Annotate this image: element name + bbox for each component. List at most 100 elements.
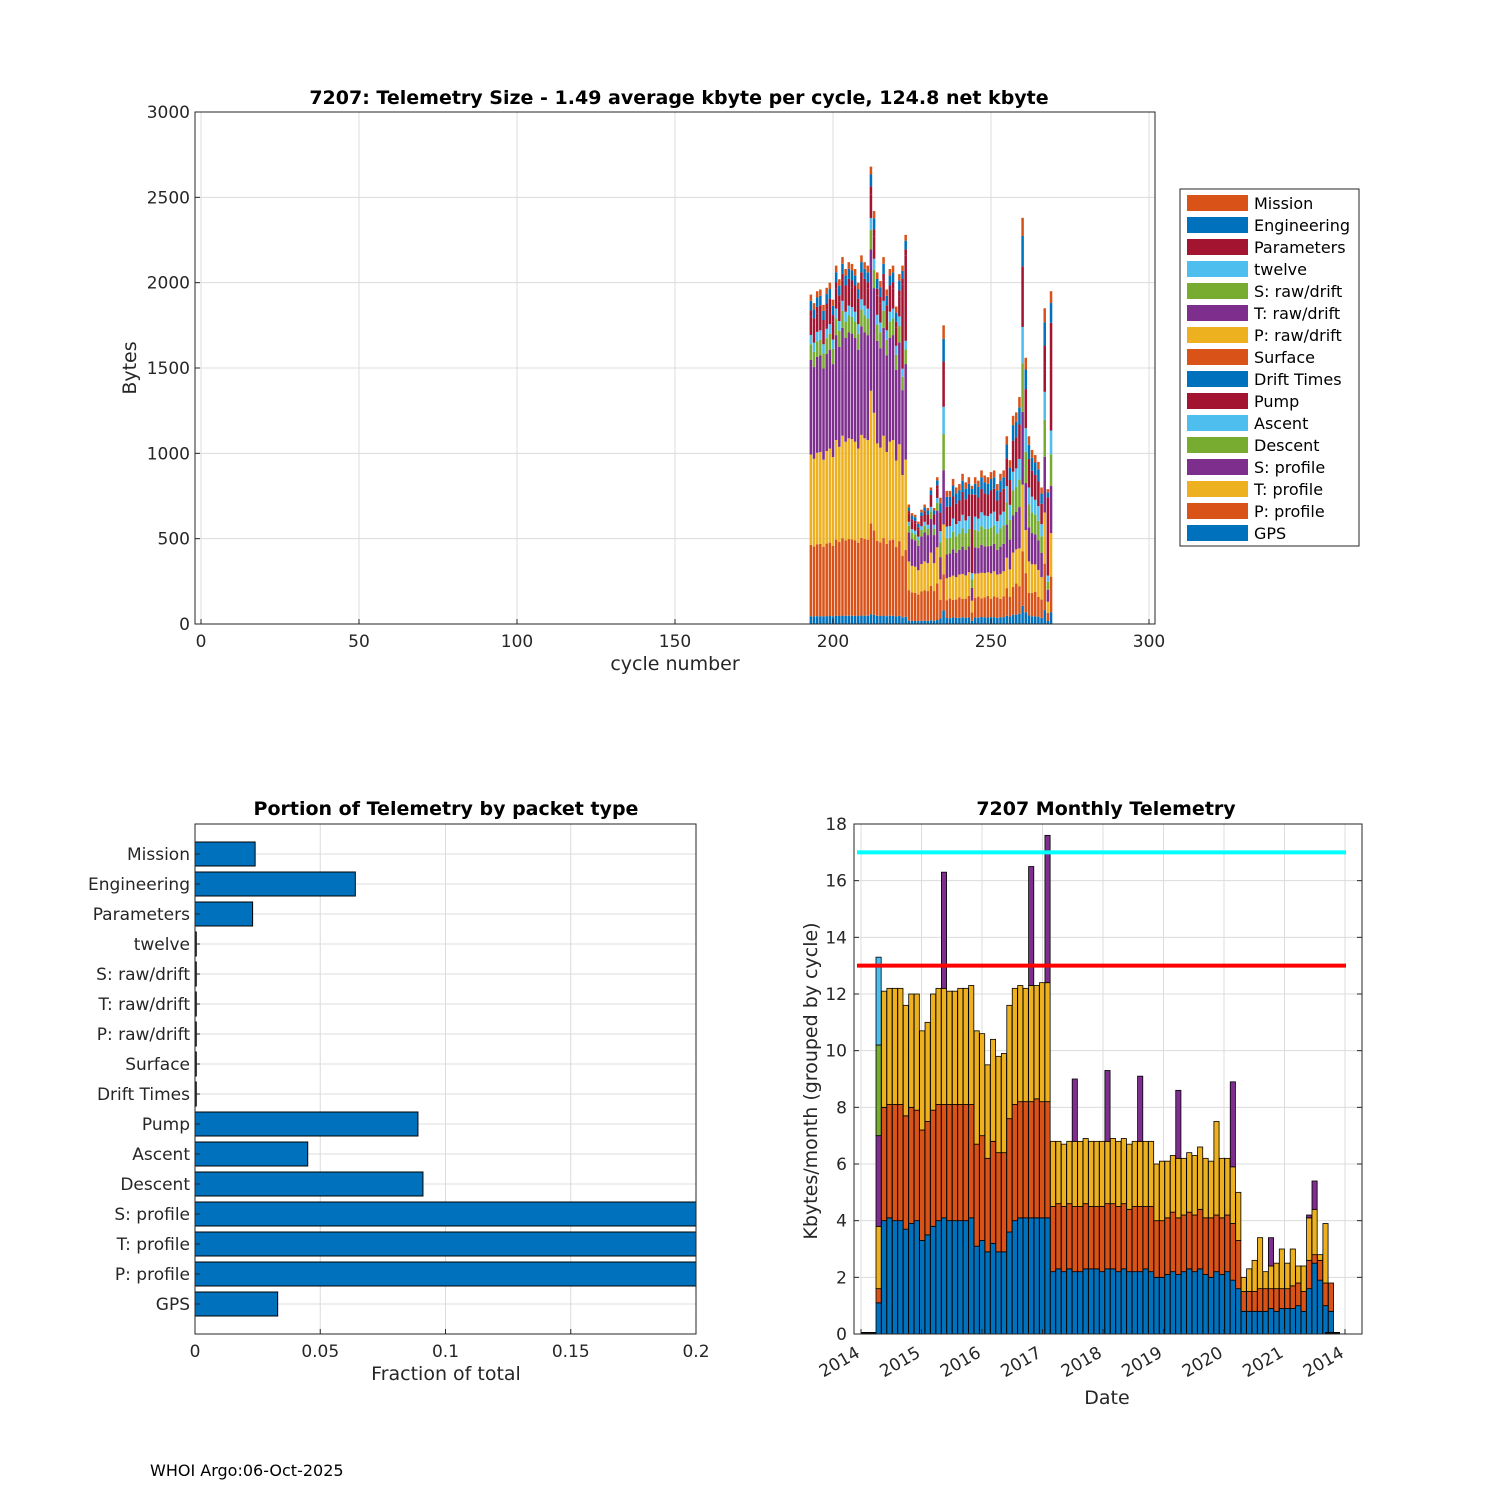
top-bar-segment xyxy=(872,412,876,531)
top-bar-segment xyxy=(838,542,841,616)
top-bar-segment xyxy=(907,511,911,514)
top-bar-segment xyxy=(986,572,990,596)
top-bar-segment xyxy=(1033,564,1037,592)
top-bar-segment xyxy=(828,324,832,334)
top-bar-segment xyxy=(875,272,879,279)
top-bar-segment xyxy=(1043,610,1046,624)
top-bar-segment xyxy=(961,473,964,481)
top-bar-segment xyxy=(910,513,914,516)
br-bar-segment xyxy=(1229,1166,1236,1224)
top-bar-segment xyxy=(885,355,888,452)
br-bar-segment xyxy=(1322,1282,1329,1307)
top-bars xyxy=(809,166,1053,624)
top-bar-segment xyxy=(986,529,990,547)
top-bar-segment xyxy=(977,617,980,624)
top-bar-segment xyxy=(958,533,961,550)
top-bar-segment xyxy=(1027,561,1031,593)
br-bar-segment xyxy=(1126,1208,1133,1273)
br-bar-segment xyxy=(1109,1203,1116,1270)
br-bar-segment xyxy=(1311,1208,1318,1256)
br-bar-segment xyxy=(1317,1259,1324,1281)
monthly-chart: 2014 2015 2016 2017 2018 2019 2020 2021 20140246… xyxy=(800,798,1363,1409)
top-bar-segment xyxy=(907,521,911,526)
top-bar-segment xyxy=(857,349,860,449)
top-bar-segment xyxy=(1027,459,1031,488)
top-bar-segment xyxy=(879,447,882,543)
top-bar-segment xyxy=(1037,481,1040,507)
br-bar-segment xyxy=(1240,1310,1247,1335)
br-bar-segment xyxy=(924,1234,931,1335)
legend-swatch xyxy=(1187,393,1248,409)
top-bar-segment xyxy=(948,553,952,578)
bl-xtick-label: 0.05 xyxy=(301,1342,339,1362)
top-bar-segment xyxy=(812,546,816,617)
top-bar-segment xyxy=(926,620,930,624)
top-bar-segment xyxy=(1037,469,1040,482)
top-bar-segment xyxy=(1049,291,1053,304)
top-bar-segment xyxy=(894,354,898,370)
br-bar-segment xyxy=(941,987,947,1105)
br-bar-segment xyxy=(1273,1262,1280,1290)
br-bar-segment xyxy=(1060,1206,1067,1273)
top-bar-segment xyxy=(926,510,930,515)
top-bar-segment xyxy=(847,332,851,439)
top-bar-segment xyxy=(831,457,835,546)
legend-swatch xyxy=(1187,195,1248,211)
br-axes-box xyxy=(853,823,1363,1335)
top-bar-segment xyxy=(904,340,907,350)
top-bar-segment xyxy=(958,549,961,575)
br-bar-segment xyxy=(941,871,947,989)
br-bar-segment xyxy=(1142,1206,1149,1270)
top-bar-segment xyxy=(1011,415,1015,426)
top-bar-segment xyxy=(964,550,967,576)
top-bar-segment xyxy=(891,335,895,441)
top-bar-segment xyxy=(882,615,885,624)
legend-label: S: raw/drift xyxy=(1254,282,1342,301)
top-bar-segment xyxy=(1046,575,1050,582)
br-bar-segment xyxy=(1186,1268,1193,1335)
top-bar-segment xyxy=(812,318,816,325)
top-bar-segment xyxy=(932,507,936,511)
br-bar-segment xyxy=(1169,1155,1176,1213)
legend-label: P: profile xyxy=(1254,502,1325,521)
top-bar-segment xyxy=(838,279,841,286)
br-bar-segment xyxy=(1191,1271,1198,1335)
br-bar-segment xyxy=(1131,1140,1138,1207)
top-bar-segment xyxy=(999,528,1002,547)
br-bar-segment xyxy=(984,1157,991,1253)
top-bar-segment xyxy=(907,525,911,533)
br-bar-segment xyxy=(1213,1271,1220,1335)
top-bar-segment xyxy=(904,234,907,241)
top-bar-segment xyxy=(1046,620,1050,624)
top-bar-segment xyxy=(989,490,993,514)
top-bar-segment xyxy=(967,516,971,530)
top-bar-segment xyxy=(977,531,980,549)
top-bar-segment xyxy=(901,270,904,279)
br-bar-segment xyxy=(1262,1310,1269,1335)
top-bar-segment xyxy=(951,478,955,486)
bl-xtick-label: 0.15 xyxy=(552,1342,590,1362)
top-bar-segment xyxy=(1011,425,1015,441)
top-bar-segment xyxy=(1002,596,1005,618)
br-bar-segment xyxy=(1022,987,1029,1103)
top-bar-segment xyxy=(831,364,835,458)
top-bar-segment xyxy=(939,557,942,580)
top-bar-segment xyxy=(815,544,819,617)
top-bar-segment xyxy=(917,621,920,624)
bl-ytick-label: Drift Times xyxy=(97,1085,190,1105)
top-bar-segment xyxy=(857,304,860,325)
top-bar-segment xyxy=(901,376,904,391)
bl-bar xyxy=(194,1261,697,1287)
top-bar-segment xyxy=(926,516,930,525)
br-bar-segment xyxy=(1240,1276,1247,1292)
top-bar-segment xyxy=(1002,488,1005,512)
top-bar-segment xyxy=(913,523,917,531)
br-bar-segment xyxy=(1071,1078,1078,1142)
footer-text: WHOI Argo:06-Oct-2025 xyxy=(150,1461,344,1480)
top-bar-segment xyxy=(980,470,983,478)
br-bar-segment xyxy=(1000,1152,1007,1253)
top-bar-segment xyxy=(1021,605,1024,624)
br-bar-segment xyxy=(1311,1180,1318,1210)
top-bar-segment xyxy=(815,297,819,307)
br-bar-segment xyxy=(1197,1208,1204,1270)
